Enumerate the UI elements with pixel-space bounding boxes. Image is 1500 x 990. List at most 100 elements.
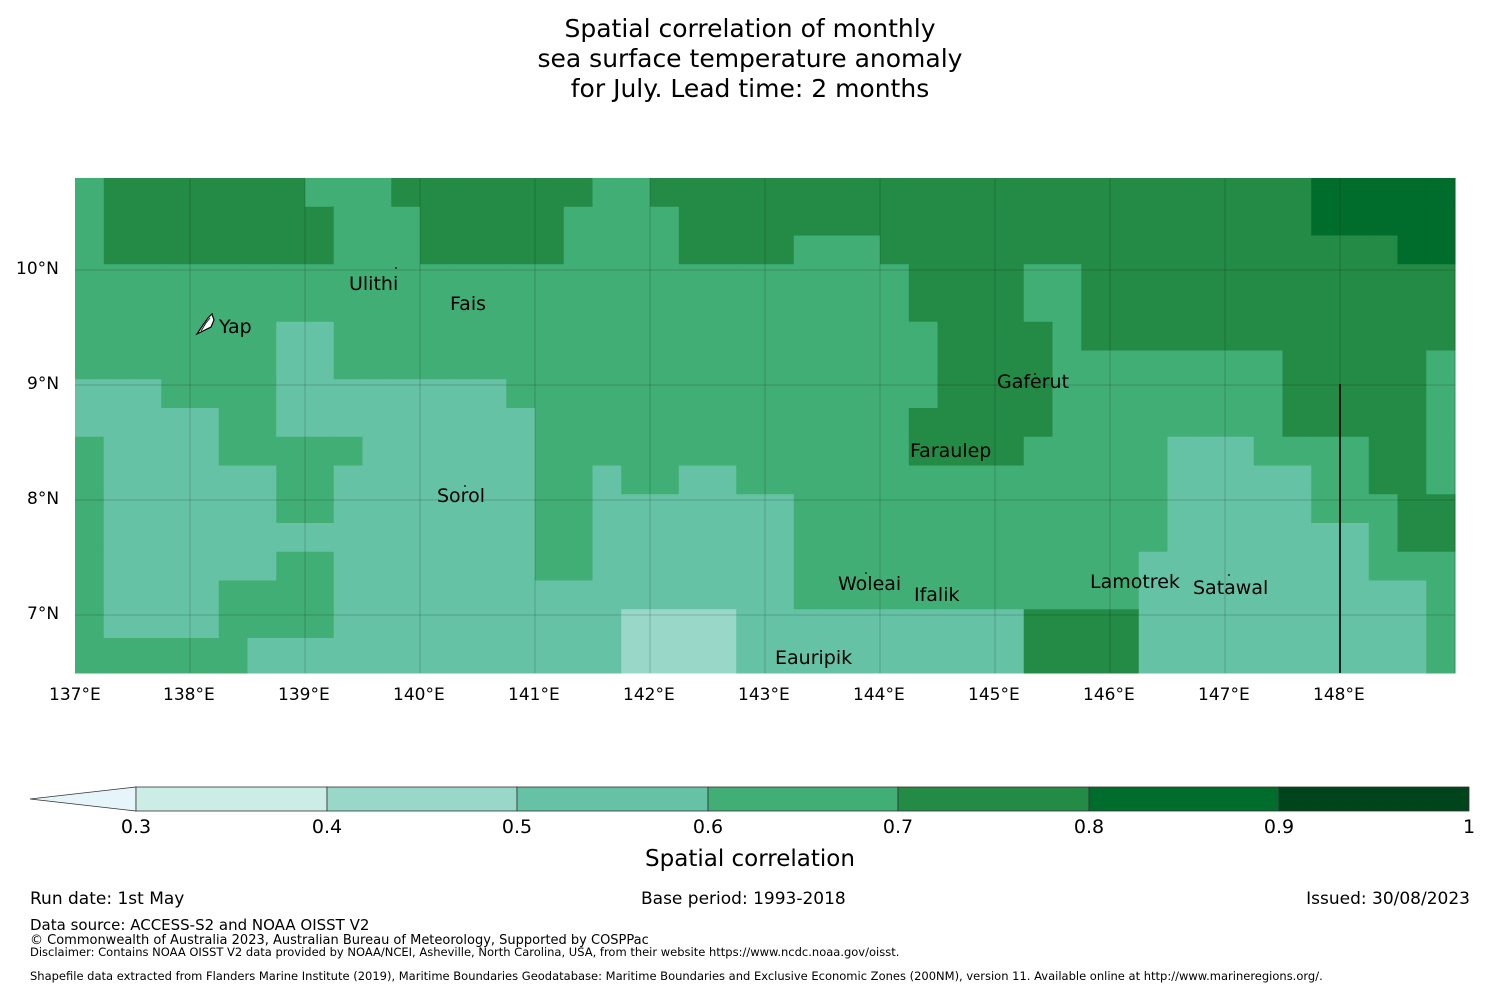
- correlation-cell: [333, 178, 363, 208]
- correlation-cell: [765, 178, 795, 208]
- correlation-cell: [937, 523, 967, 553]
- correlation-cell: [621, 178, 651, 208]
- correlation-cell: [1225, 523, 1255, 553]
- correlation-cell: [391, 436, 421, 466]
- correlation-cell: [822, 235, 852, 265]
- correlation-cell: [793, 206, 823, 236]
- correlation-cell: [1253, 350, 1283, 380]
- correlation-cell: [1397, 379, 1427, 409]
- correlation-cell: [1282, 494, 1312, 524]
- correlation-cell: [592, 178, 622, 208]
- correlation-cell: [1167, 206, 1197, 236]
- correlation-cell: [190, 235, 220, 265]
- correlation-cell: [736, 264, 766, 294]
- correlation-cell: [995, 436, 1025, 466]
- lon-tick-137e: 137°E: [49, 685, 101, 705]
- correlation-cell: [132, 206, 162, 236]
- correlation-cell: [650, 379, 680, 409]
- correlation-cell: [592, 523, 622, 553]
- correlation-cell: [563, 264, 593, 294]
- correlation-cell: [995, 293, 1025, 323]
- correlation-cell: [1397, 638, 1427, 668]
- correlation-cell: [793, 436, 823, 466]
- correlation-cell: [1138, 666, 1168, 674]
- correlation-cell: [218, 551, 248, 581]
- island-label-sorol: Sorol: [437, 485, 485, 507]
- correlation-cell: [1397, 436, 1427, 466]
- correlation-cell: [333, 551, 363, 581]
- correlation-cell: [995, 264, 1025, 294]
- correlation-cell: [592, 321, 622, 351]
- title-line-1: Spatial correlation of monthly: [564, 14, 936, 43]
- correlation-cell: [276, 638, 306, 668]
- correlation-cell: [477, 235, 507, 265]
- correlation-cell: [506, 264, 536, 294]
- correlation-cell: [132, 408, 162, 438]
- correlation-cell: [1052, 494, 1082, 524]
- correlation-cell: [1282, 638, 1312, 668]
- correlation-cell: [736, 178, 766, 208]
- correlation-cell: [506, 350, 536, 380]
- correlation-cell: [1397, 523, 1427, 553]
- correlation-cell: [793, 638, 823, 668]
- correlation-cell: [1368, 465, 1398, 495]
- correlation-cell: [1196, 551, 1226, 581]
- correlation-cell: [391, 235, 421, 265]
- correlation-cell: [1110, 494, 1140, 524]
- correlation-cell: [966, 293, 996, 323]
- correlation-cell: [506, 235, 536, 265]
- correlation-cell: [75, 293, 105, 323]
- correlation-cell: [218, 638, 248, 668]
- correlation-cell: [247, 178, 277, 208]
- correlation-cell: [1081, 350, 1111, 380]
- correlation-cell: [1225, 206, 1255, 236]
- correlation-cell: [535, 408, 565, 438]
- correlation-cell: [1225, 321, 1255, 351]
- correlation-cell: [995, 551, 1025, 581]
- correlation-cell: [1368, 293, 1398, 323]
- correlation-cell: [218, 350, 248, 380]
- correlation-cell: [1311, 580, 1341, 610]
- correlation-cell: [391, 178, 421, 208]
- correlation-cell: [161, 436, 191, 466]
- colorbar-segment: [1278, 786, 1470, 812]
- correlation-cell: [995, 350, 1025, 380]
- correlation-cell: [1311, 235, 1341, 265]
- correlation-cell: [1426, 178, 1456, 208]
- correlation-cell: [1167, 178, 1197, 208]
- correlation-cell: [1253, 666, 1283, 674]
- correlation-cell: [592, 206, 622, 236]
- correlation-cell: [678, 609, 708, 639]
- correlation-cell: [1253, 523, 1283, 553]
- correlation-cell: [161, 350, 191, 380]
- correlation-cell: [333, 580, 363, 610]
- correlation-cell: [218, 178, 248, 208]
- correlation-cell: [1397, 551, 1427, 581]
- correlation-cell: [592, 638, 622, 668]
- correlation-cell: [1368, 436, 1398, 466]
- correlation-cell: [247, 264, 277, 294]
- correlation-cell: [1081, 235, 1111, 265]
- correlation-cell: [707, 293, 737, 323]
- colorbar-tick-0-8: 0.8: [1073, 816, 1105, 838]
- correlation-cell: [678, 350, 708, 380]
- correlation-cell: [1052, 638, 1082, 668]
- correlation-grid: [75, 178, 1456, 674]
- correlation-cell: [707, 638, 737, 668]
- correlation-cell: [333, 666, 363, 674]
- correlation-cell: [1110, 350, 1140, 380]
- correlation-cell: [1110, 264, 1140, 294]
- island-label-ifalik: Ifalik: [914, 584, 960, 606]
- correlation-cell: [621, 666, 651, 674]
- correlation-cell: [966, 666, 996, 674]
- correlation-cell: [1426, 638, 1456, 668]
- correlation-cell: [1368, 609, 1398, 639]
- correlation-cell: [822, 494, 852, 524]
- correlation-cell: [132, 638, 162, 668]
- correlation-cell: [822, 609, 852, 639]
- correlation-cell: [1340, 465, 1370, 495]
- correlation-cell: [995, 178, 1025, 208]
- correlation-cell: [1081, 206, 1111, 236]
- correlation-cell: [1340, 666, 1370, 674]
- correlation-cell: [75, 206, 105, 236]
